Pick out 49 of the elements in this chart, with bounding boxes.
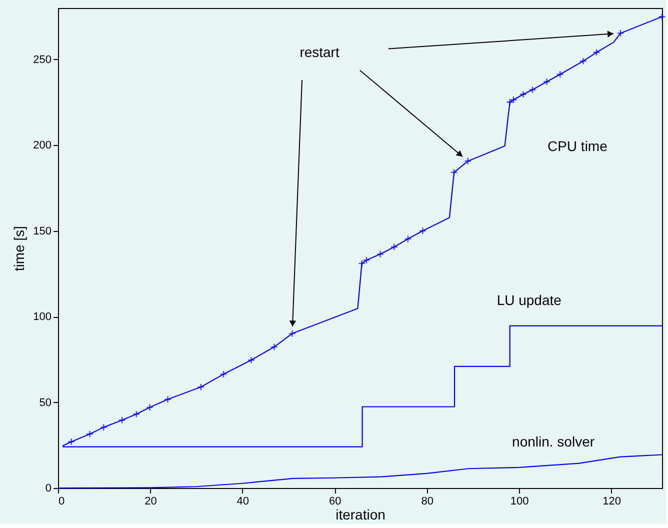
x-tick-label: 100 xyxy=(510,496,529,508)
point xyxy=(450,168,458,176)
point xyxy=(579,57,587,65)
point xyxy=(390,243,398,251)
series-label: nonlin. solver xyxy=(512,433,595,450)
line-series xyxy=(57,454,663,489)
point xyxy=(362,256,370,264)
point xyxy=(164,396,172,404)
point xyxy=(118,416,126,424)
point xyxy=(197,383,205,391)
point xyxy=(288,330,296,338)
point xyxy=(556,70,564,78)
point xyxy=(247,356,255,364)
annotation: restart xyxy=(300,44,340,60)
point xyxy=(418,227,426,235)
point xyxy=(616,29,624,37)
y-tick-label: 50 xyxy=(39,396,52,409)
x-tick-label: 40 xyxy=(236,496,250,508)
point xyxy=(86,430,94,438)
point xyxy=(464,157,472,165)
point xyxy=(68,438,76,446)
text: CPU time xyxy=(547,138,608,154)
x-tick-label: 0 xyxy=(58,496,65,508)
point xyxy=(519,90,527,98)
point xyxy=(270,343,278,351)
point xyxy=(100,424,108,432)
point xyxy=(404,235,412,243)
y-tick-label: 150 xyxy=(33,225,52,238)
x-tick-label: 20 xyxy=(144,496,157,508)
point xyxy=(146,404,154,412)
x-tick-label: 120 xyxy=(602,496,621,508)
x-axis-title: iteration xyxy=(336,506,386,522)
y-tick-label: 250 xyxy=(33,54,52,66)
point xyxy=(528,86,536,94)
point xyxy=(132,410,140,418)
series-label: LU update xyxy=(496,292,562,308)
y-tick-label: 0 xyxy=(45,482,52,494)
point xyxy=(510,96,518,104)
point xyxy=(220,370,228,378)
point xyxy=(376,250,384,258)
y-axis-title: time [s] xyxy=(11,226,28,272)
x-tick-label: 80 xyxy=(421,496,434,508)
point xyxy=(358,260,366,268)
point xyxy=(506,98,514,106)
x-tick-label: 60 xyxy=(329,496,342,508)
y-tick-label: 100 xyxy=(33,311,52,324)
y-tick-label: 200 xyxy=(33,140,52,152)
point xyxy=(592,48,600,56)
point xyxy=(542,78,550,86)
